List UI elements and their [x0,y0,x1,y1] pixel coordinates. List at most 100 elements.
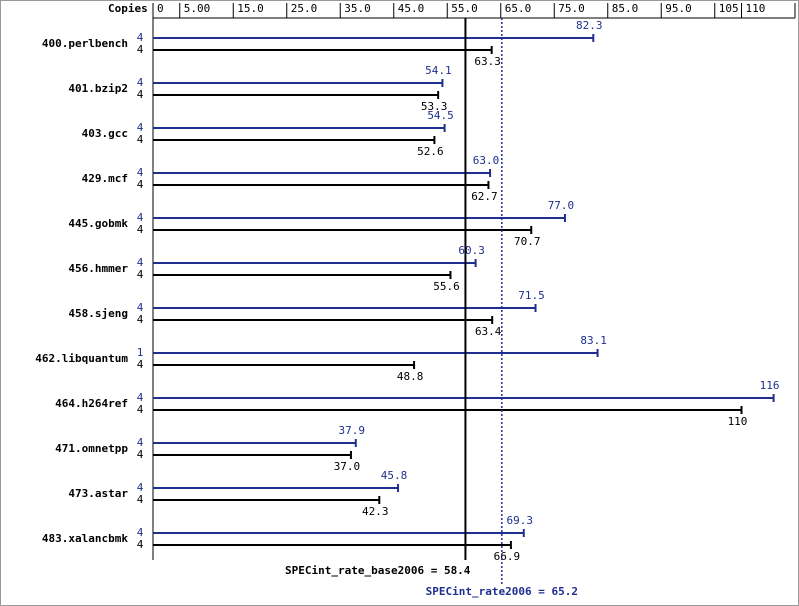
copies-value: 1 [137,346,144,359]
copies-value: 4 [137,436,144,449]
bar [153,439,357,447]
copies-value: 4 [137,481,144,494]
bar [153,406,743,414]
bar [153,484,400,492]
benchmark-label: 400.perlbench [42,37,128,50]
x-tick-label: 75.0 [558,2,585,15]
bar [153,226,533,234]
copies-value: 4 [137,166,144,179]
value-label: 60.3 [458,244,485,257]
copies-value: 4 [137,301,144,314]
x-tick-label: 25.0 [291,2,318,15]
bar [153,34,595,42]
x-tick-label: 15.0 [237,2,264,15]
bar [153,304,537,312]
value-label: 62.7 [471,190,498,203]
benchmark-label: 471.omnetpp [55,442,128,455]
benchmark-label: 429.mcf [82,172,128,185]
copies-value: 4 [137,538,144,551]
value-label: 70.7 [514,235,541,248]
x-tick-label: 45.0 [398,2,425,15]
bar [153,496,381,504]
copies-header: Copies [108,2,148,15]
copies-value: 4 [137,223,144,236]
bar [153,214,566,222]
value-label: 54.5 [427,109,454,122]
bar [153,46,493,54]
bar [153,394,775,402]
benchmark-label: 473.astar [68,487,128,500]
copies-value: 4 [137,268,144,281]
reference-label: SPECint_rate_base2006 = 58.4 [285,564,471,577]
copies-value: 4 [137,391,144,404]
bar [153,349,599,357]
bar [153,259,477,267]
benchmark-label: 403.gcc [82,127,128,140]
value-label: 83.1 [580,334,607,347]
copies-value: 4 [137,448,144,461]
copies-value: 4 [137,88,144,101]
benchmark-label: 401.bzip2 [68,82,128,95]
copies-value: 4 [137,121,144,134]
x-tick-label: 110 [746,2,766,15]
x-tick-label: 0 [157,2,164,15]
copies-value: 4 [137,358,144,371]
value-label: 37.9 [339,424,366,437]
copies-value: 4 [137,211,144,224]
benchmark-label: 445.gobmk [68,217,128,230]
value-label: 48.8 [397,370,424,383]
bar [153,136,436,144]
bar [153,181,490,189]
value-label: 66.9 [494,550,521,563]
value-label: 71.5 [518,289,545,302]
x-tick-label: 5.00 [184,2,211,15]
bar [153,271,452,279]
copies-value: 4 [137,403,144,416]
value-label: 37.0 [334,460,361,473]
copies-value: 4 [137,133,144,146]
benchmark-label: 462.libquantum [35,352,128,365]
x-tick-label: 35.0 [344,2,371,15]
copies-value: 4 [137,526,144,539]
bar [153,124,446,132]
bar [153,79,444,87]
value-label: 52.6 [417,145,444,158]
copies-value: 4 [137,31,144,44]
copies-value: 4 [137,493,144,506]
benchmark-label: 483.xalancbmk [42,532,128,545]
value-label: 53.3 [421,100,448,113]
benchmark-label: 458.sjeng [68,307,128,320]
value-label: 110 [728,415,748,428]
value-label: 63.3 [474,55,501,68]
x-tick-label: 65.0 [505,2,532,15]
x-tick-label: 105 [719,2,739,15]
bar [153,316,494,324]
value-label: 69.3 [507,514,534,527]
x-tick-label: 95.0 [665,2,692,15]
reference-label: SPECint_rate2006 = 65.2 [426,585,578,598]
benchmark-label: 464.h264ref [55,397,128,410]
bar [153,541,512,549]
bar [153,529,525,537]
bar [153,169,492,177]
value-label: 77.0 [548,199,575,212]
bar [153,451,352,459]
copies-value: 4 [137,256,144,269]
value-label: 42.3 [362,505,389,518]
value-label: 116 [760,379,780,392]
value-label: 54.1 [425,64,452,77]
copies-value: 4 [137,43,144,56]
value-label: 63.0 [473,154,500,167]
copies-value: 4 [137,313,144,326]
value-label: 63.4 [475,325,502,338]
x-tick-label: 85.0 [612,2,639,15]
value-label: 55.6 [433,280,460,293]
value-label: 45.8 [381,469,408,482]
value-label: 82.3 [576,19,603,32]
x-tick-label: 55.0 [451,2,478,15]
bar [153,361,416,369]
benchmark-label: 456.hmmer [68,262,128,275]
copies-value: 4 [137,178,144,191]
